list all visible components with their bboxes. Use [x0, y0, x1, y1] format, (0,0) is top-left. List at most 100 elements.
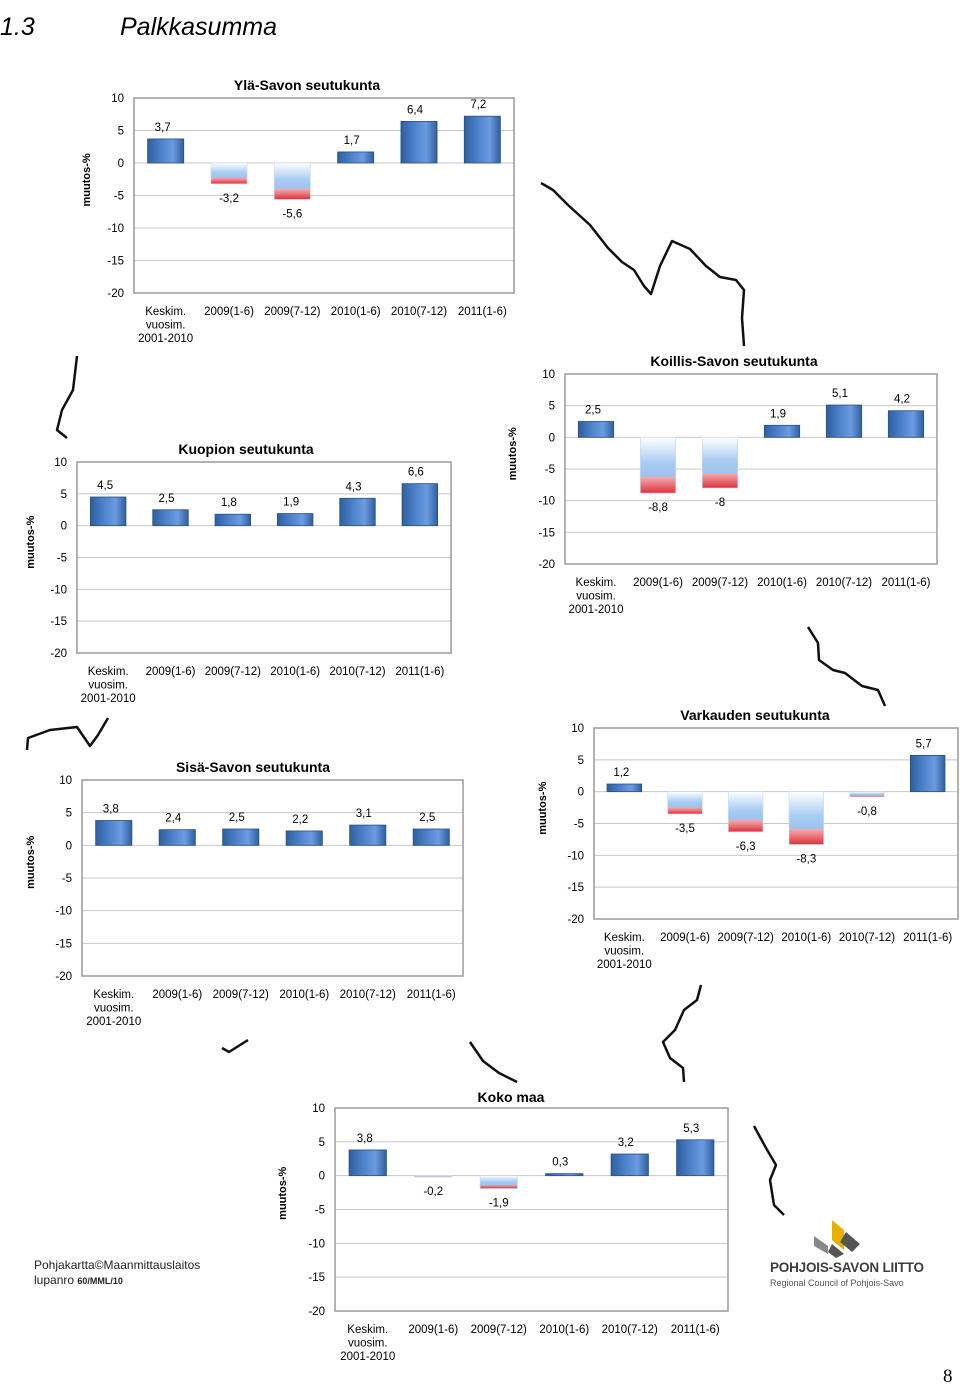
data-label: 2,2: [292, 814, 308, 826]
x-tick-label: 2009(7-12): [264, 306, 320, 318]
y-tick-label: 5: [549, 401, 555, 413]
bar: [400, 121, 438, 164]
x-tick-label: 2010(1-6): [331, 306, 381, 318]
bar: [337, 151, 375, 164]
data-label: 3,8: [357, 1133, 373, 1145]
data-label: 5,7: [916, 738, 932, 750]
bar: [763, 424, 801, 438]
data-label: -8,8: [648, 502, 668, 514]
data-label: 5,3: [683, 1123, 699, 1135]
y-tick-label: 0: [61, 521, 67, 533]
x-tick-label: 2011(1-6): [407, 989, 456, 1001]
data-label: 1,9: [283, 497, 299, 509]
x-tick-label: 2001-2010: [138, 333, 193, 345]
y-tick-label: 0: [578, 787, 584, 799]
y-tick-label: 10: [542, 369, 555, 381]
y-tick-label: 10: [54, 457, 67, 469]
x-tick-label: Keskim.: [347, 1324, 388, 1336]
y-tick-label: -20: [107, 288, 124, 300]
bar: [339, 497, 376, 527]
logo-mark-icon: [814, 1220, 860, 1258]
bar: [412, 828, 450, 846]
y-tick-label: -20: [567, 914, 584, 926]
section-number: 1.3: [0, 12, 35, 41]
chart-title: Sisä-Savon seutukunta: [176, 759, 330, 775]
data-label: -5,6: [282, 208, 302, 220]
x-tick-label: vuosim.: [348, 1338, 388, 1350]
bar: [610, 1153, 649, 1177]
bar: [401, 483, 438, 527]
y-tick-label: -5: [315, 1205, 325, 1217]
data-label: 1,7: [344, 135, 360, 147]
data-label: 4,5: [97, 480, 113, 492]
y-tick-label: -5: [545, 464, 555, 476]
x-tick-label: 2010(1-6): [757, 577, 807, 589]
chart-svg: Koillis-Savon seutukunta 10 5 0 -5 -10 -15 -20 m…: [507, 353, 938, 616]
bar: [214, 513, 251, 527]
y-tick-label: -20: [55, 971, 72, 983]
x-tick-label: 2010(1-6): [539, 1324, 589, 1336]
chart-svg: Varkauden seutukunta 10 5 0 -5 -10 -15 -20 muuto…: [537, 707, 959, 971]
data-label: -8,3: [796, 854, 816, 866]
x-tick-label: 2011(1-6): [903, 932, 952, 944]
bar: [277, 513, 314, 527]
bar: [158, 829, 196, 846]
page-number: 8: [943, 1366, 953, 1387]
x-tick-label: 2001-2010: [340, 1351, 395, 1363]
y-tick-label: -10: [567, 850, 584, 862]
bar: [222, 828, 260, 846]
plot-area: [81, 779, 464, 977]
bar: [349, 824, 387, 846]
x-tick-label: 2009(1-6): [152, 989, 202, 1001]
y-tick-label: 10: [312, 1103, 325, 1115]
chart-kuopio: Kuopion seutukunta 10 5 0 -5 -10 -15 -20 muutos-…: [25, 440, 466, 720]
y-tick-label: 0: [66, 840, 72, 852]
y-tick-label: -10: [107, 223, 124, 235]
map-border-line: [806, 626, 887, 707]
y-tick-label: -10: [55, 906, 72, 918]
chart-koillis-savo: Koillis-Savon seutukunta 10 5 0 -5 -10 -15 -20 m…: [507, 352, 948, 632]
bar: [210, 162, 248, 185]
data-label: 2,4: [165, 813, 182, 825]
chart-yla-savo: Ylä-Savon seutukunta 10 5 0 -5 -10 -15 -20 muuto…: [81, 76, 522, 356]
chart-title: Varkauden seutukunta: [680, 707, 830, 723]
logo-name: POHJOIS-SAVON LIITTO: [770, 1260, 924, 1275]
bar: [95, 820, 133, 846]
data-label: 7,2: [470, 99, 486, 111]
x-tick-label: 2001-2010: [597, 959, 652, 971]
x-tick-label: 2010(7-12): [602, 1324, 658, 1336]
plot-area: [334, 1107, 729, 1312]
bar: [788, 791, 824, 845]
chart-koko-maa: Koko maa 10 5 0 -5 -10 -15 -20 muutos-% 3,8 Keskim…: [277, 1088, 738, 1373]
x-tick-label: vuosim.: [94, 1003, 134, 1015]
chart-title: Koko maa: [478, 1089, 545, 1105]
bar: [479, 1175, 518, 1189]
bar: [887, 410, 925, 438]
y-tick-label: -5: [574, 819, 584, 831]
chart-varkaus: Varkauden seutukunta 10 5 0 -5 -10 -15 -20 muuto…: [537, 706, 960, 986]
chart-sisa-savo: Sisä-Savon seutukunta 10 5 0 -5 -10 -15 -20 muut…: [25, 758, 476, 1038]
data-label: 5,1: [832, 388, 848, 400]
section-title: Palkkasumma: [120, 12, 277, 41]
data-label: 1,2: [613, 767, 629, 779]
data-label: 2,5: [419, 812, 435, 824]
x-tick-label: 2009(7-12): [692, 577, 748, 589]
y-tick-label: -15: [567, 882, 584, 894]
chart-svg: Sisä-Savon seutukunta 10 5 0 -5 -10 -15 -20 muut…: [25, 759, 464, 1028]
y-axis-label: muutos-%: [25, 515, 37, 568]
plot-area: [133, 97, 515, 294]
map-credit-line2: lupanro: [34, 1273, 75, 1287]
y-tick-label: -5: [57, 553, 67, 565]
data-label: 2,5: [229, 812, 245, 824]
y-tick-label: -5: [114, 191, 124, 203]
x-tick-label: vuosim.: [576, 591, 616, 603]
bar: [606, 783, 643, 793]
y-axis-label: muutos-%: [25, 836, 37, 889]
plot-area: [564, 373, 938, 565]
map-credit: Pohjakartta©Maanmittauslaitos lupanro 60…: [34, 1258, 200, 1289]
y-tick-label: 5: [319, 1137, 325, 1149]
y-tick-label: -10: [50, 584, 67, 596]
data-label: -0,2: [423, 1186, 443, 1198]
bar: [90, 496, 127, 527]
x-tick-label: 2011(1-6): [395, 666, 444, 678]
